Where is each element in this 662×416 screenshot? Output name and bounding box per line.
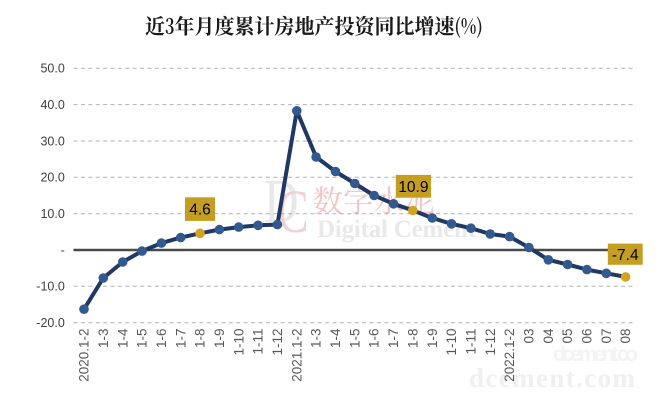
svg-text:50.0: 50.0 [40,62,64,76]
svg-text:30.0: 30.0 [40,134,64,148]
svg-text:1-12: 1-12 [483,329,498,356]
svg-text:1-4: 1-4 [328,328,343,348]
svg-text:20.0: 20.0 [40,171,64,185]
svg-text:07: 07 [599,329,614,344]
svg-text:1-5: 1-5 [135,329,150,349]
svg-text:1-9: 1-9 [425,329,440,349]
svg-text:05: 05 [560,329,575,344]
svg-text:10.9: 10.9 [398,179,428,196]
svg-text:1-6: 1-6 [154,329,169,349]
svg-text:40.0: 40.0 [40,98,64,112]
svg-text:dcement.com: dcement.com [469,363,636,393]
svg-text:03: 03 [522,329,537,344]
svg-text:1-3: 1-3 [96,329,111,349]
svg-text:1-8: 1-8 [405,329,420,349]
svg-text:1-5: 1-5 [347,329,362,349]
svg-text:1-12: 1-12 [270,329,285,356]
svg-text:-7.4: -7.4 [612,247,639,264]
svg-text:4.6: 4.6 [189,202,211,219]
svg-text:06: 06 [580,329,595,344]
svg-text:2021.1-2: 2021.1-2 [289,329,304,382]
svg-text:08: 08 [618,329,633,344]
svg-text:-20.0: -20.0 [36,316,65,330]
svg-text:1-3: 1-3 [309,329,324,349]
svg-text:-: - [61,243,65,257]
svg-text:1-7: 1-7 [386,329,401,349]
svg-text:dcement.co: dcement.co [553,343,638,366]
svg-text:1-10: 1-10 [444,329,459,356]
svg-text:04: 04 [541,328,556,344]
svg-text:1-9: 1-9 [212,329,227,349]
svg-text:1-6: 1-6 [367,329,382,349]
svg-text:-10.0: -10.0 [36,280,65,294]
svg-text:1-4: 1-4 [115,328,130,348]
svg-text:1-8: 1-8 [193,329,208,349]
svg-text:10.0: 10.0 [40,207,64,221]
svg-text:1-11: 1-11 [464,329,479,355]
svg-text:2022.1-2: 2022.1-2 [502,329,517,382]
svg-text:1-10: 1-10 [231,329,246,356]
svg-text:1-7: 1-7 [173,329,188,349]
svg-text:2020.1-2: 2020.1-2 [77,329,92,382]
svg-text:1-11: 1-11 [251,329,266,355]
